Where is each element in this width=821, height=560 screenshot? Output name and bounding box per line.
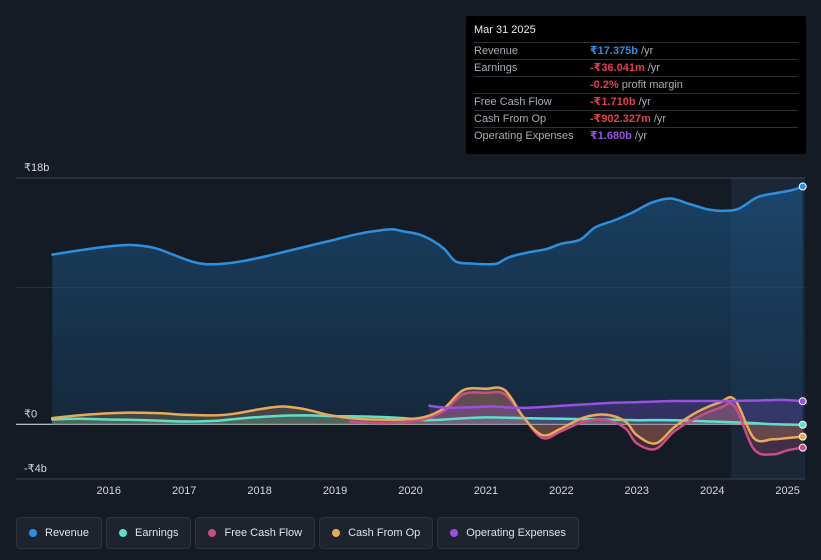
y-tick-label: ₹18b (24, 162, 49, 174)
legend-item-cash-from-op[interactable]: Cash From Op (319, 517, 434, 549)
tooltip-row: Operating Expenses ₹1.680b/yr (474, 127, 798, 144)
x-tick-label: 2023 (625, 485, 649, 497)
legend-dot-icon (450, 529, 459, 537)
cash-from-op-endpoint (798, 432, 807, 441)
revenue-line (50, 185, 804, 266)
x-axis-ticks: 2016 2017 2018 2019 2020 2021 2022 2023 2024 2025 (97, 485, 800, 497)
tooltip: Mar 31 2025 Revenue ₹17.375b/yr Earnings -₹… (466, 16, 806, 154)
legend-item-free-cash-flow[interactable]: Free Cash Flow (195, 517, 316, 549)
tooltip-row-label: Free Cash Flow (474, 96, 552, 108)
tooltip-row: Revenue ₹17.375b/yr (474, 42, 798, 59)
operating-expenses-endpoint (798, 397, 807, 406)
tooltip-row-unit: /yr (647, 62, 660, 74)
x-tick-label: 2020 (398, 485, 422, 497)
legend: Revenue Earnings Free Cash Flow Cash From O… (16, 517, 579, 549)
revenue-area (52, 186, 803, 425)
series-endpoints (798, 182, 807, 452)
legend-dot-icon (332, 529, 341, 537)
series-lines (50, 185, 804, 456)
operating-expenses-line (428, 398, 804, 410)
y-axis-ticks: ₹18b ₹0 -₹4b (24, 162, 49, 475)
legend-label: Earnings (135, 527, 179, 539)
legend-dot-icon (119, 529, 128, 537)
tooltip-row-unit: /yr (641, 45, 654, 57)
tooltip-row-value: -₹1.710b (590, 96, 636, 108)
legend-label: Revenue (45, 527, 90, 539)
legend-dot-icon (208, 529, 217, 537)
legend-label: Operating Expenses (466, 527, 566, 539)
earnings-endpoint (798, 420, 807, 429)
tooltip-row-value: ₹17.375b (590, 45, 639, 57)
legend-item-revenue[interactable]: Revenue (16, 517, 103, 549)
tooltip-row-unit: /yr (653, 113, 667, 125)
legend-label: Free Cash Flow (224, 527, 303, 539)
legend-item-operating-expenses[interactable]: Operating Expenses (437, 517, 579, 549)
tooltip-row-unit: /yr (638, 96, 651, 108)
x-tick-label: 2018 (247, 485, 271, 497)
y-tick-label: -₹4b (24, 463, 47, 475)
tooltip-row-value: ₹1.680b (590, 130, 632, 142)
x-tick-label: 2022 (549, 485, 573, 497)
free-cash-flow-line (348, 390, 804, 456)
legend-dot-icon (29, 529, 37, 537)
tooltip-row-value: -0.2% (590, 79, 619, 91)
y-tick-label: ₹0 (24, 408, 37, 420)
tooltip-row: Cash From Op -₹902.327m/yr (474, 110, 798, 127)
cash-from-op-line (50, 386, 804, 445)
free-cash-flow-endpoint (798, 443, 807, 452)
tooltip-row-label: Earnings (474, 62, 518, 74)
legend-item-earnings[interactable]: Earnings (106, 517, 192, 549)
tooltip-row-value: -₹36.041m (590, 62, 645, 74)
x-tick-label: 2021 (474, 485, 498, 497)
tooltip-date: Mar 31 2025 (474, 24, 536, 36)
tooltip-row-label: Cash From Op (474, 113, 547, 125)
x-tick-label: 2016 (97, 485, 121, 497)
tooltip-row: Earnings -₹36.041m/yr (474, 59, 798, 76)
tooltip-row-label (474, 77, 590, 93)
x-tick-label: 2025 (775, 485, 799, 497)
tooltip-row-label: Operating Expenses (474, 130, 574, 142)
tooltip-row-value: -₹902.327m (590, 113, 651, 125)
x-tick-label: 2019 (323, 485, 347, 497)
tooltip-rows: Revenue ₹17.375b/yr Earnings -₹36.041m/yr -0… (474, 42, 798, 144)
legend-label: Cash From Op (348, 527, 421, 539)
revenue-endpoint (798, 182, 807, 191)
x-tick-label: 2017 (172, 485, 196, 497)
x-tick-label: 2024 (700, 485, 724, 497)
tooltip-row-label: Revenue (474, 45, 519, 57)
tooltip-row-unit: /yr (634, 130, 648, 142)
tooltip-row: -0.2% profit margin (474, 76, 798, 93)
tooltip-row: Free Cash Flow -₹1.710b/yr (474, 93, 798, 110)
tooltip-row-unit: profit margin (621, 79, 683, 91)
